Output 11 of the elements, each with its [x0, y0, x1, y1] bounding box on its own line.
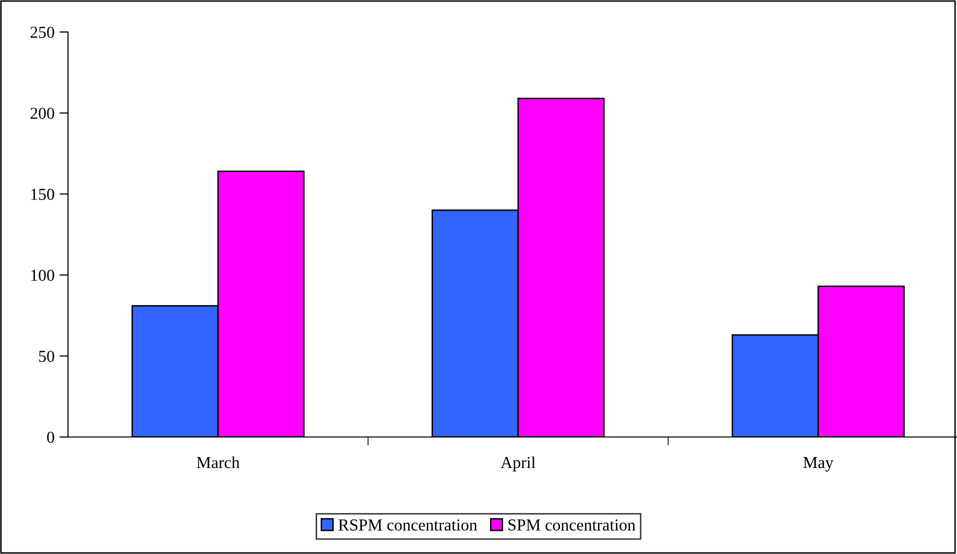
y-tick-label: 200: [30, 108, 54, 119]
y-tick-label: 250: [30, 26, 54, 38]
y-tick-label: 50: [39, 350, 54, 362]
y-tick-label: 150: [31, 188, 54, 200]
legend-label: RSPM concentration: [338, 519, 478, 531]
y-tick-label: 100: [31, 270, 54, 281]
x-tick-label: May: [803, 457, 834, 472]
x-tick-label: April: [500, 456, 536, 472]
legend-label: SPM concentration: [508, 519, 636, 531]
y-tick-label: 0: [47, 432, 54, 443]
x-tick-label: March: [196, 456, 240, 468]
